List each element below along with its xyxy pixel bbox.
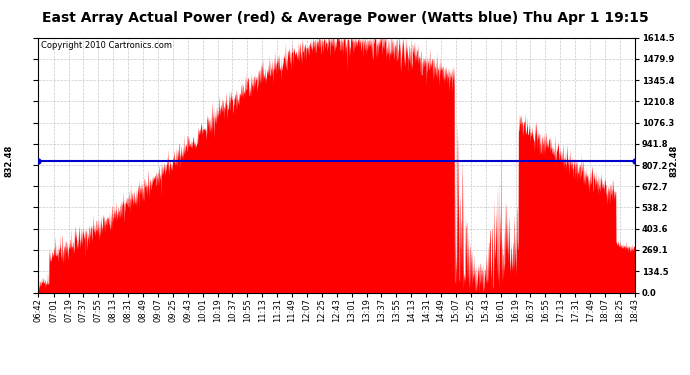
Text: Copyright 2010 Cartronics.com: Copyright 2010 Cartronics.com: [41, 41, 172, 50]
Text: 832.48: 832.48: [4, 145, 14, 177]
Text: 832.48: 832.48: [669, 145, 678, 177]
Text: East Array Actual Power (red) & Average Power (Watts blue) Thu Apr 1 19:15: East Array Actual Power (red) & Average …: [41, 11, 649, 25]
